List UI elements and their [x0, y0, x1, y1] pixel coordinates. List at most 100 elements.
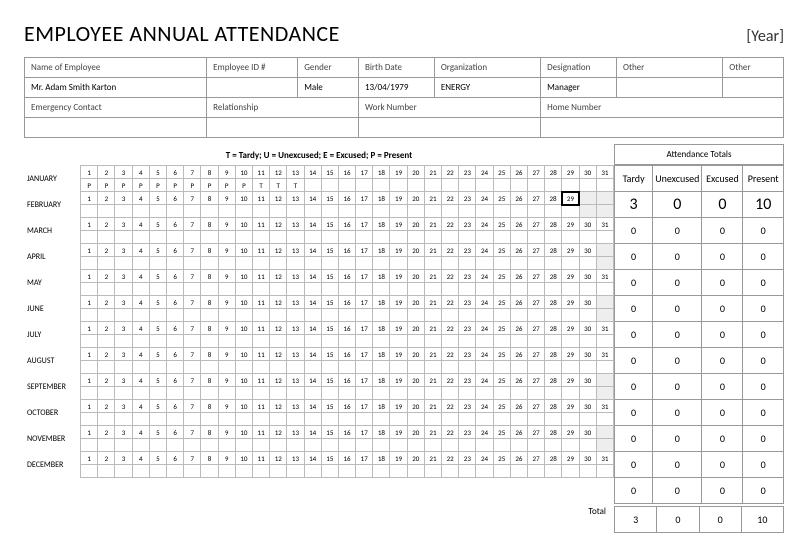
attendance-cell[interactable] — [287, 387, 304, 400]
attendance-cell[interactable] — [545, 231, 562, 244]
attendance-cell[interactable] — [338, 335, 355, 348]
attendance-cell[interactable] — [424, 335, 441, 348]
attendance-cell[interactable] — [476, 413, 493, 426]
attendance-cell[interactable] — [252, 413, 269, 426]
attendance-cell[interactable] — [510, 179, 527, 192]
attendance-cell[interactable] — [115, 361, 132, 374]
attendance-cell[interactable] — [373, 309, 390, 322]
attendance-cell[interactable] — [98, 361, 115, 374]
attendance-cell[interactable] — [510, 231, 527, 244]
attendance-cell[interactable] — [184, 335, 201, 348]
attendance-cell[interactable] — [390, 179, 407, 192]
attendance-cell[interactable] — [338, 387, 355, 400]
attendance-cell[interactable] — [167, 387, 184, 400]
attendance-cell[interactable] — [545, 179, 562, 192]
attendance-cell[interactable] — [407, 413, 424, 426]
attendance-cell[interactable] — [407, 205, 424, 218]
attendance-cell[interactable] — [287, 335, 304, 348]
attendance-cell[interactable] — [562, 361, 579, 374]
attendance-cell[interactable] — [184, 465, 201, 478]
attendance-cell[interactable] — [579, 439, 596, 452]
org-value[interactable]: ENERGY — [434, 78, 540, 98]
attendance-cell[interactable] — [527, 283, 544, 296]
attendance-cell[interactable] — [167, 361, 184, 374]
attendance-cell[interactable] — [407, 465, 424, 478]
attendance-cell[interactable] — [407, 439, 424, 452]
attendance-cell[interactable] — [287, 257, 304, 270]
attendance-cell[interactable] — [510, 283, 527, 296]
attendance-cell[interactable] — [562, 257, 579, 270]
attendance-cell[interactable] — [132, 387, 149, 400]
attendance-cell[interactable]: P — [132, 179, 149, 192]
attendance-cell[interactable] — [476, 179, 493, 192]
attendance-cell[interactable] — [373, 335, 390, 348]
attendance-cell[interactable] — [407, 387, 424, 400]
attendance-cell[interactable] — [356, 387, 373, 400]
attendance-cell[interactable] — [493, 439, 510, 452]
attendance-cell[interactable] — [252, 283, 269, 296]
attendance-cell[interactable] — [287, 361, 304, 374]
attendance-cell[interactable] — [218, 413, 235, 426]
attendance-cell[interactable] — [304, 465, 321, 478]
attendance-cell[interactable] — [270, 309, 287, 322]
attendance-cell[interactable] — [98, 309, 115, 322]
attendance-cell[interactable] — [545, 439, 562, 452]
attendance-cell[interactable] — [287, 413, 304, 426]
attendance-cell[interactable] — [459, 205, 476, 218]
attendance-cell[interactable] — [115, 387, 132, 400]
attendance-cell[interactable] — [184, 231, 201, 244]
attendance-cell[interactable] — [235, 231, 252, 244]
attendance-cell[interactable] — [218, 465, 235, 478]
attendance-cell[interactable] — [149, 413, 166, 426]
attendance-cell[interactable] — [321, 387, 338, 400]
attendance-cell[interactable] — [321, 335, 338, 348]
attendance-cell[interactable] — [167, 205, 184, 218]
attendance-cell[interactable] — [201, 361, 218, 374]
attendance-cell[interactable] — [81, 257, 98, 270]
attendance-cell[interactable] — [270, 231, 287, 244]
attendance-cell[interactable]: T — [252, 179, 269, 192]
attendance-cell[interactable] — [218, 283, 235, 296]
attendance-cell[interactable] — [132, 413, 149, 426]
attendance-cell[interactable] — [493, 179, 510, 192]
attendance-cell[interactable] — [510, 205, 527, 218]
attendance-cell[interactable] — [167, 439, 184, 452]
attendance-cell[interactable] — [373, 387, 390, 400]
attendance-cell[interactable] — [373, 179, 390, 192]
attendance-cell[interactable] — [321, 465, 338, 478]
attendance-cell[interactable] — [304, 335, 321, 348]
attendance-cell[interactable] — [132, 231, 149, 244]
attendance-cell[interactable] — [98, 257, 115, 270]
attendance-cell[interactable] — [321, 439, 338, 452]
attendance-cell[interactable] — [235, 465, 252, 478]
attendance-cell[interactable] — [459, 231, 476, 244]
attendance-cell[interactable] — [510, 309, 527, 322]
attendance-cell[interactable] — [510, 387, 527, 400]
attendance-cell[interactable] — [98, 205, 115, 218]
attendance-cell[interactable] — [596, 413, 613, 426]
attendance-cell[interactable] — [596, 231, 613, 244]
attendance-cell[interactable]: P — [98, 179, 115, 192]
attendance-cell[interactable] — [527, 179, 544, 192]
attendance-cell[interactable] — [287, 465, 304, 478]
attendance-cell[interactable] — [390, 283, 407, 296]
attendance-cell[interactable] — [562, 179, 579, 192]
attendance-cell[interactable] — [579, 413, 596, 426]
attendance-cell[interactable] — [579, 465, 596, 478]
attendance-cell[interactable] — [81, 205, 98, 218]
attendance-cell[interactable] — [356, 205, 373, 218]
attendance-cell[interactable] — [98, 439, 115, 452]
attendance-cell[interactable] — [596, 179, 613, 192]
attendance-cell[interactable] — [373, 361, 390, 374]
attendance-cell[interactable] — [235, 439, 252, 452]
attendance-cell[interactable] — [476, 439, 493, 452]
attendance-cell[interactable] — [201, 465, 218, 478]
attendance-cell[interactable] — [201, 205, 218, 218]
attendance-cell[interactable] — [167, 335, 184, 348]
attendance-cell[interactable] — [270, 257, 287, 270]
attendance-cell[interactable] — [270, 387, 287, 400]
attendance-cell[interactable] — [476, 257, 493, 270]
attendance-cell[interactable] — [149, 257, 166, 270]
attendance-cell[interactable] — [579, 231, 596, 244]
attendance-cell[interactable] — [132, 335, 149, 348]
